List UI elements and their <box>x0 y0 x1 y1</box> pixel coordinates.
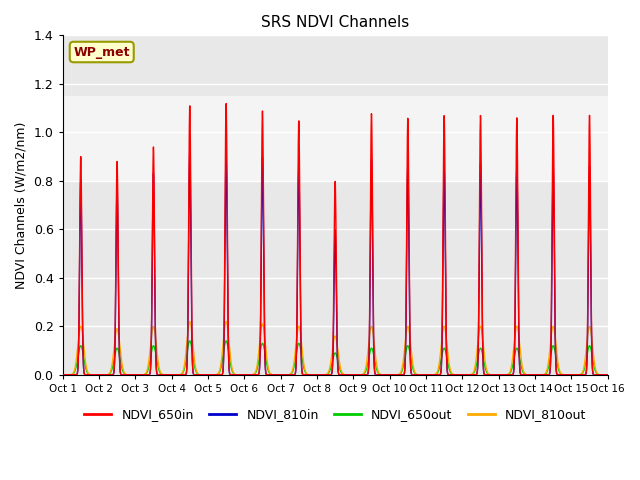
Bar <box>63 96 608 181</box>
Text: WP_met: WP_met <box>74 46 130 59</box>
Legend: NDVI_650in, NDVI_810in, NDVI_650out, NDVI_810out: NDVI_650in, NDVI_810in, NDVI_650out, NDV… <box>79 403 591 426</box>
Y-axis label: NDVI Channels (W/m2/nm): NDVI Channels (W/m2/nm) <box>15 121 28 289</box>
Title: SRS NDVI Channels: SRS NDVI Channels <box>261 15 409 30</box>
